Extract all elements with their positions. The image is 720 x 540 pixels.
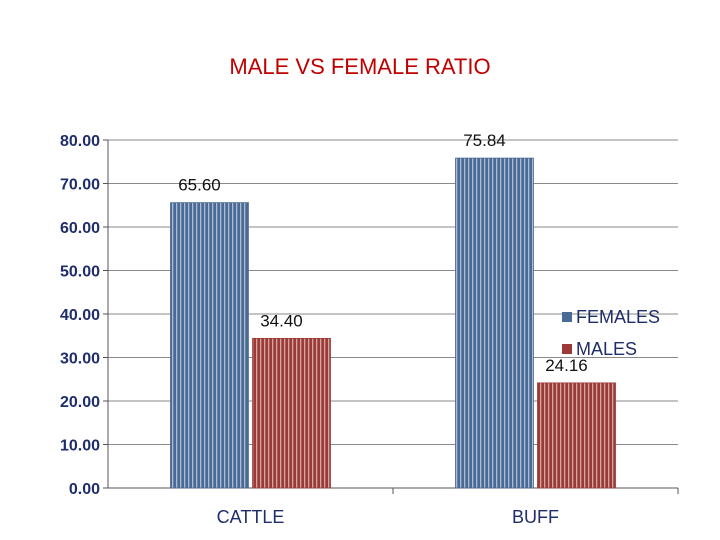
y-tick-label: 40.00 bbox=[60, 307, 100, 324]
x-tick-label: BUFF bbox=[512, 507, 559, 527]
data-label: 75.84 bbox=[463, 131, 506, 150]
legend-label: MALES bbox=[576, 339, 637, 359]
y-tick-label: 0.00 bbox=[69, 481, 100, 498]
bar bbox=[537, 382, 616, 489]
data-label: 65.60 bbox=[178, 176, 221, 195]
bar bbox=[170, 202, 249, 489]
chart-title: MALE VS FEMALE RATIO bbox=[229, 54, 491, 79]
data-label: 34.40 bbox=[260, 311, 303, 330]
legend-swatch bbox=[562, 312, 572, 322]
y-tick-label: 50.00 bbox=[60, 264, 100, 281]
data-label: 24.16 bbox=[545, 356, 588, 375]
legend-swatch bbox=[562, 344, 572, 354]
y-tick-label: 10.00 bbox=[60, 438, 100, 455]
legend-label: FEMALES bbox=[576, 307, 660, 327]
y-tick-label: 20.00 bbox=[60, 394, 100, 411]
y-tick-label: 80.00 bbox=[60, 133, 100, 150]
y-tick-label: 30.00 bbox=[60, 351, 100, 368]
y-tick-label: 60.00 bbox=[60, 220, 100, 237]
bar bbox=[252, 337, 331, 489]
x-tick-label: CATTLE bbox=[217, 507, 285, 527]
bar bbox=[455, 157, 534, 489]
y-tick-label: 70.00 bbox=[60, 177, 100, 194]
